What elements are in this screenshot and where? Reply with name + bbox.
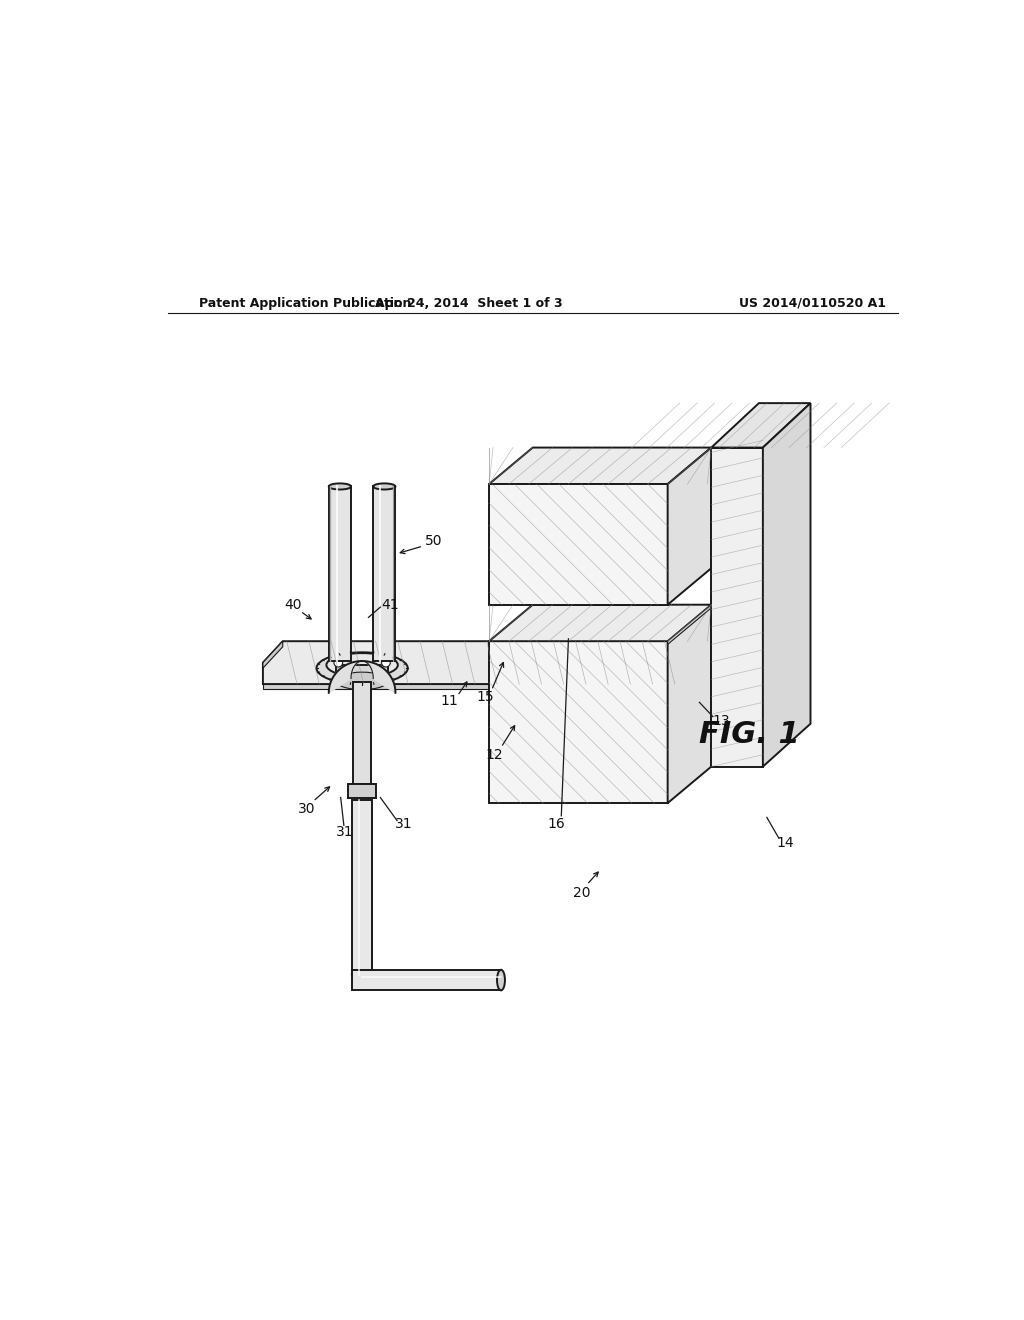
Polygon shape: [489, 605, 712, 642]
Polygon shape: [263, 684, 644, 689]
Polygon shape: [329, 661, 395, 693]
Polygon shape: [329, 487, 351, 661]
Text: 41: 41: [381, 598, 398, 611]
Polygon shape: [489, 642, 668, 803]
Polygon shape: [352, 800, 373, 974]
Text: 50: 50: [425, 535, 442, 548]
Ellipse shape: [329, 483, 351, 490]
Polygon shape: [348, 784, 377, 799]
Text: 40: 40: [285, 598, 302, 611]
Text: 13: 13: [712, 714, 730, 727]
Text: US 2014/0110520 A1: US 2014/0110520 A1: [739, 297, 886, 310]
Polygon shape: [263, 642, 283, 668]
Circle shape: [334, 659, 343, 667]
Polygon shape: [353, 682, 371, 784]
Circle shape: [382, 659, 390, 667]
Ellipse shape: [327, 653, 397, 677]
Polygon shape: [668, 605, 712, 644]
Text: 16: 16: [548, 817, 565, 830]
Ellipse shape: [316, 652, 408, 684]
Text: 14: 14: [776, 836, 794, 850]
Polygon shape: [373, 487, 395, 661]
Polygon shape: [336, 665, 388, 681]
Polygon shape: [352, 970, 501, 990]
Polygon shape: [712, 403, 811, 447]
Text: FIG. 1: FIG. 1: [699, 719, 800, 748]
Polygon shape: [263, 642, 668, 684]
Text: Apr. 24, 2014  Sheet 1 of 3: Apr. 24, 2014 Sheet 1 of 3: [376, 297, 563, 310]
Text: 30: 30: [298, 803, 315, 817]
Text: 15: 15: [476, 690, 494, 704]
Text: 11: 11: [440, 694, 459, 708]
Text: 31: 31: [336, 825, 353, 838]
Ellipse shape: [373, 483, 395, 490]
Text: 12: 12: [485, 748, 504, 763]
Polygon shape: [763, 403, 811, 767]
Ellipse shape: [497, 970, 505, 990]
Polygon shape: [712, 447, 763, 767]
Text: Patent Application Publication: Patent Application Publication: [200, 297, 412, 310]
Polygon shape: [668, 447, 712, 605]
Ellipse shape: [336, 672, 388, 689]
Polygon shape: [489, 447, 712, 484]
Text: 31: 31: [395, 817, 413, 830]
Polygon shape: [668, 605, 712, 803]
Polygon shape: [489, 484, 668, 605]
Text: 20: 20: [573, 886, 591, 900]
Ellipse shape: [352, 970, 373, 978]
